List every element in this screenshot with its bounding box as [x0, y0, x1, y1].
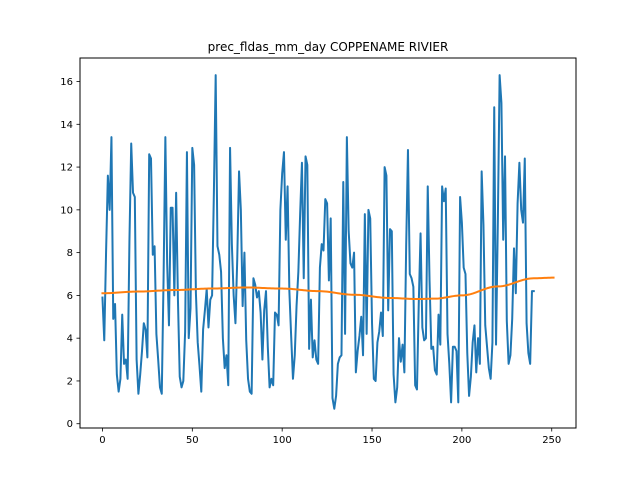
chart-title: prec_fldas_mm_day COPPENAME RIVIER — [208, 40, 449, 54]
y-tick-label: 14 — [60, 120, 73, 131]
y-tick-label: 16 — [60, 77, 73, 88]
x-tick-label: 150 — [362, 435, 381, 446]
y-axis: 0 2 4 6 8 10 12 14 16 — [60, 77, 80, 430]
x-tick-label: 250 — [542, 435, 561, 446]
plot-frame — [79, 57, 577, 429]
series-line-1 — [101, 74, 535, 410]
x-tick-label: 100 — [273, 435, 292, 446]
y-tick-label: 12 — [60, 163, 73, 174]
series-line-2 — [101, 276, 555, 301]
x-tick-label: 0 — [99, 435, 105, 446]
y-tick-label: 10 — [60, 205, 73, 216]
x-tick-label: 200 — [452, 435, 471, 446]
y-tick-label: 2 — [67, 376, 73, 387]
y-tick-label: 0 — [67, 419, 73, 430]
y-tick-label: 4 — [67, 334, 73, 345]
x-axis: 0 50 100 150 200 250 — [99, 428, 561, 446]
y-tick-label: 6 — [67, 291, 73, 302]
y-tick-label: 8 — [67, 248, 73, 259]
x-tick-label: 50 — [186, 435, 199, 446]
plot-lines — [101, 74, 555, 410]
